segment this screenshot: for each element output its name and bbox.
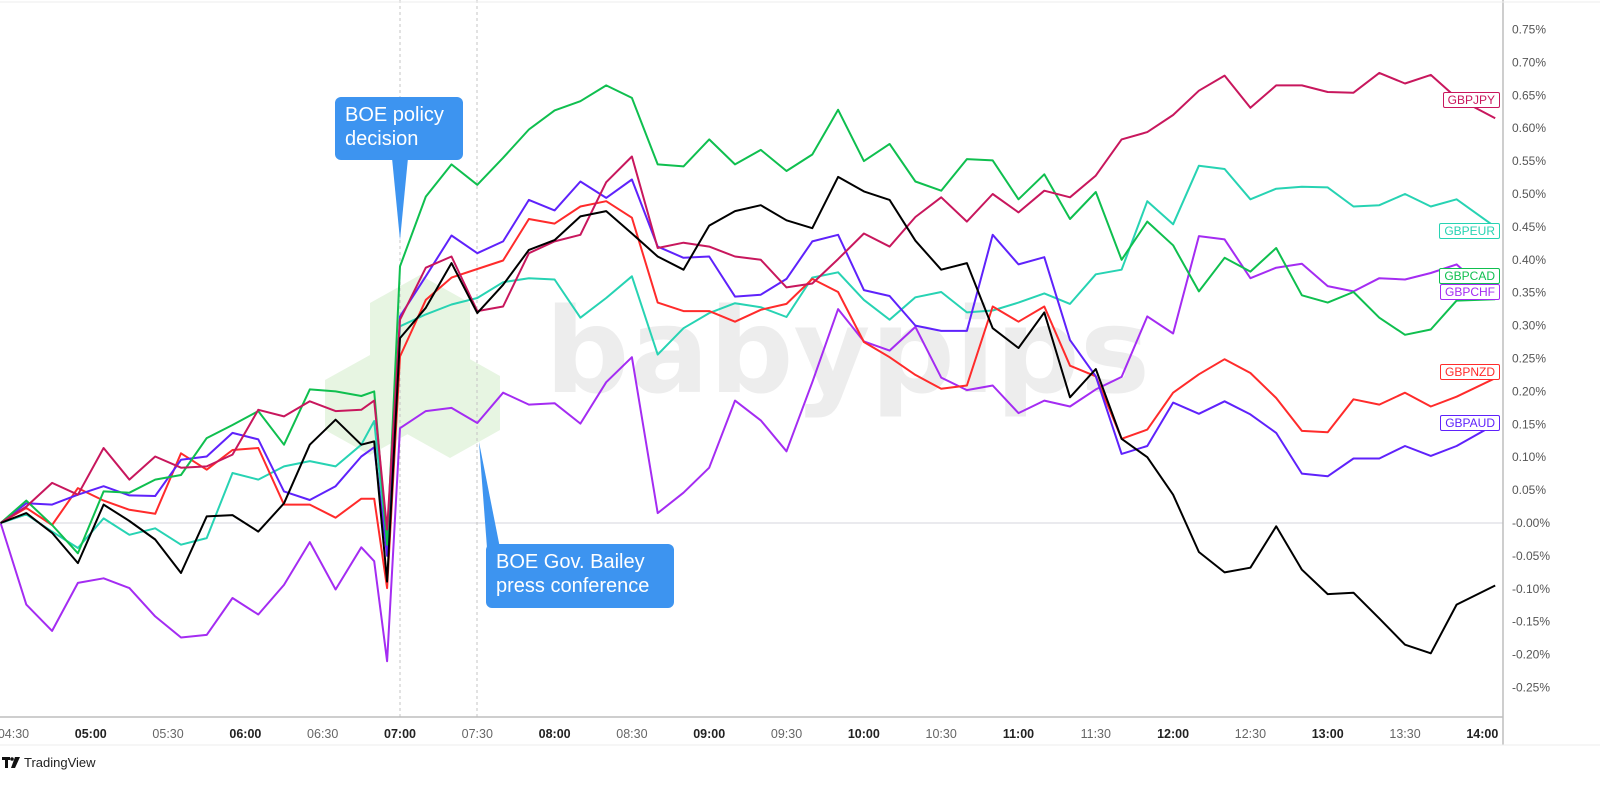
y-tick-label: 0.50% (1512, 187, 1546, 201)
x-tick-label: 06:30 (307, 727, 338, 741)
y-tick-label: 0.60% (1512, 121, 1546, 135)
y-tick-label: 0.55% (1512, 154, 1546, 168)
price-axis[interactable]: 0.75% 0.70% 0.65% 0.60% 0.55% 0.50% 0.45% 0.40%… (1512, 23, 1550, 695)
y-tick-label: -0.25% (1512, 681, 1550, 695)
x-tick-label: 12:00 (1157, 727, 1189, 741)
series-line-gbpnzd[interactable] (0, 200, 1496, 590)
annotation-boe-policy-decision: BOE policy decision (335, 97, 463, 160)
y-tick-label: 0.35% (1512, 286, 1546, 300)
y-tick-label: 0.30% (1512, 319, 1546, 333)
x-tick-label: 08:00 (539, 727, 571, 741)
x-tick-label: 05:30 (152, 727, 183, 741)
series-label-gbpeur[interactable]: GBPEUR (1439, 223, 1500, 239)
series-layer (0, 71, 1496, 663)
y-tick-label: 0.15% (1512, 417, 1546, 431)
y-tick-label: -0.20% (1512, 648, 1550, 662)
watermark-text: babypips (545, 282, 1150, 420)
tradingview-label: TradingView (24, 755, 96, 770)
y-tick-label: 0.05% (1512, 483, 1546, 497)
x-tick-label: 05:00 (75, 727, 107, 741)
x-tick-label: 14:00 (1466, 727, 1498, 741)
x-tick-label: 11:00 (1003, 727, 1034, 741)
y-tick-label: -0.10% (1512, 582, 1550, 596)
x-tick-label: 09:30 (771, 727, 802, 741)
x-tick-label: 08:30 (616, 727, 647, 741)
x-tick-label: 11:30 (1081, 727, 1111, 741)
annotation-bailey-press-conference: BOE Gov. Bailey press conference (486, 544, 674, 608)
y-tick-label: 0.70% (1512, 55, 1546, 69)
x-tick-label: 13:00 (1312, 727, 1344, 741)
x-tick-label: 07:00 (384, 727, 416, 741)
y-tick-label: -0.05% (1512, 549, 1550, 563)
x-tick-label: 09:00 (693, 727, 725, 741)
annotation-text: BOE Gov. Bailey press conference (496, 551, 650, 597)
tradingview-brand[interactable]: TradingView (2, 755, 96, 770)
x-tick-label: 07:30 (462, 727, 493, 741)
y-tick-label: 0.20% (1512, 384, 1546, 398)
callout-pointer-policy (392, 158, 408, 240)
series-label-gbpcad[interactable]: GBPCAD (1439, 268, 1500, 284)
y-tick-label: 0.10% (1512, 450, 1546, 464)
y-tick-label: 0.45% (1512, 220, 1546, 234)
x-tick-label: 13:30 (1389, 727, 1420, 741)
y-tick-label: 0.65% (1512, 88, 1546, 102)
series-line-gbpjpy[interactable] (0, 71, 1496, 531)
time-axis[interactable]: 04:30 05:00 05:30 06:00 06:30 07:00 07:30 08:00… (0, 727, 1498, 741)
series-label-gbpjpy[interactable]: GBPJPY (1442, 92, 1500, 108)
series-line-gbpeur[interactable] (0, 164, 1496, 549)
x-tick-label: 06:00 (229, 727, 261, 741)
series-line-black[interactable] (0, 175, 1496, 655)
y-tick-label: -0.15% (1512, 615, 1550, 629)
y-tick-label: -0.00% (1512, 516, 1550, 530)
babypips-watermark: babypips (325, 275, 1150, 458)
series-label-gbpnzd[interactable]: GBPNZD (1439, 364, 1500, 380)
y-tick-label: 0.25% (1512, 352, 1546, 366)
series-label-gbpaud[interactable]: GBPAUD (1440, 415, 1500, 431)
x-tick-label: 10:00 (848, 727, 880, 741)
x-tick-label: 10:30 (926, 727, 957, 741)
series-line-gbpaud[interactable] (0, 178, 1496, 557)
callout-pointer-bailey (479, 442, 500, 548)
x-tick-label: 04:30 (0, 727, 29, 741)
watermark-hexagon (400, 348, 500, 458)
series-line-gbpcad[interactable] (0, 84, 1496, 555)
tradingview-logo-icon (2, 757, 20, 768)
series-label-gbpchf[interactable]: GBPCHF (1439, 284, 1500, 300)
y-tick-label: 0.75% (1512, 23, 1546, 37)
y-tick-label: 0.40% (1512, 253, 1546, 267)
annotation-text: BOE policy decision (345, 104, 444, 150)
series-line-gbpchf[interactable] (0, 235, 1496, 663)
x-tick-label: 12:30 (1235, 727, 1266, 741)
